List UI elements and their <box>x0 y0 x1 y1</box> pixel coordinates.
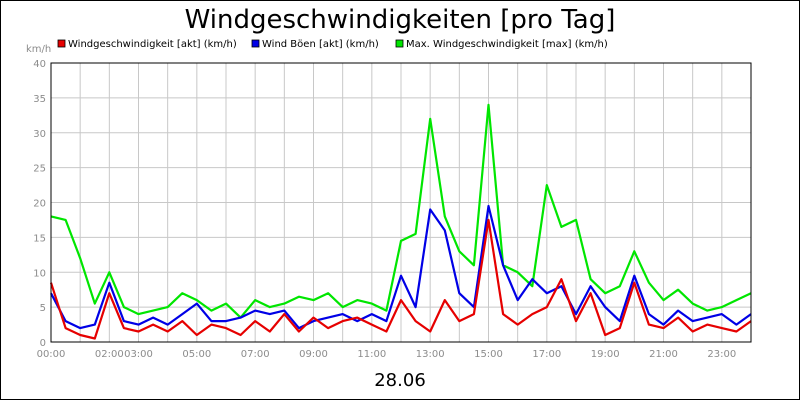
date-label: 28.06 <box>374 370 426 391</box>
legend-item: Max. Windgeschwindigkeit [max] (km/h) <box>395 39 608 50</box>
x-tick-label: 02:00 <box>95 349 124 360</box>
chart-title: Windgeschwindigkeiten [pro Tag] <box>185 5 616 35</box>
legend-label: Wind Böen [akt] (km/h) <box>262 39 379 50</box>
grid <box>51 62 751 343</box>
plot-border <box>50 62 752 343</box>
x-tick-label: 21:00 <box>649 349 678 360</box>
x-tick-label: 05:00 <box>182 349 211 360</box>
series-line <box>49 218 752 340</box>
legend-label: Windgeschwindigkeit [akt] (km/h) <box>68 39 237 50</box>
legend-swatch <box>57 39 66 48</box>
y-tick-label: 15 <box>33 233 46 244</box>
series-line <box>50 103 752 319</box>
x-tick-label: 09:00 <box>299 349 328 360</box>
legend-label: Max. Windgeschwindigkeit [max] (km/h) <box>406 39 608 50</box>
x-tick-label: 03:00 <box>124 349 153 360</box>
y-tick-label: 30 <box>33 129 46 140</box>
x-tick-label: 15:00 <box>474 349 503 360</box>
legend-swatch <box>251 39 260 48</box>
y-tick-label: 5 <box>40 303 46 314</box>
legend-item: Wind Böen [akt] (km/h) <box>251 39 379 50</box>
y-tick-label: 20 <box>33 199 46 210</box>
x-tick-label: 07:00 <box>241 349 270 360</box>
x-tick-label: 11:00 <box>357 349 386 360</box>
y-tick-label: 25 <box>33 164 46 175</box>
series-line <box>50 204 752 330</box>
y-tick-label: 40 <box>33 59 46 70</box>
series-layer <box>49 103 752 340</box>
y-tick-label: 10 <box>33 268 46 279</box>
legend: Windgeschwindigkeit [akt] (km/h) Wind Böe… <box>57 39 608 50</box>
legend-swatch <box>395 39 404 48</box>
plot-area <box>49 62 752 343</box>
y-tick-label: 0 <box>40 338 46 349</box>
x-tick-label: 00:00 <box>37 349 66 360</box>
x-tick-label: 19:00 <box>591 349 620 360</box>
legend-item: Windgeschwindigkeit [akt] (km/h) <box>57 39 237 50</box>
y-axis: 0 5 10 15 20 25 30 35 40 <box>33 59 46 349</box>
x-tick-label: 13:00 <box>416 349 445 360</box>
y-unit-label: km/h <box>26 44 51 55</box>
x-axis: 00:00 02:00 03:00 05:00 07:00 09:00 11:00 13:00… <box>37 349 737 360</box>
y-tick-label: 35 <box>33 94 46 105</box>
x-tick-label: 17:00 <box>532 349 561 360</box>
x-tick-label: 23:00 <box>707 349 736 360</box>
